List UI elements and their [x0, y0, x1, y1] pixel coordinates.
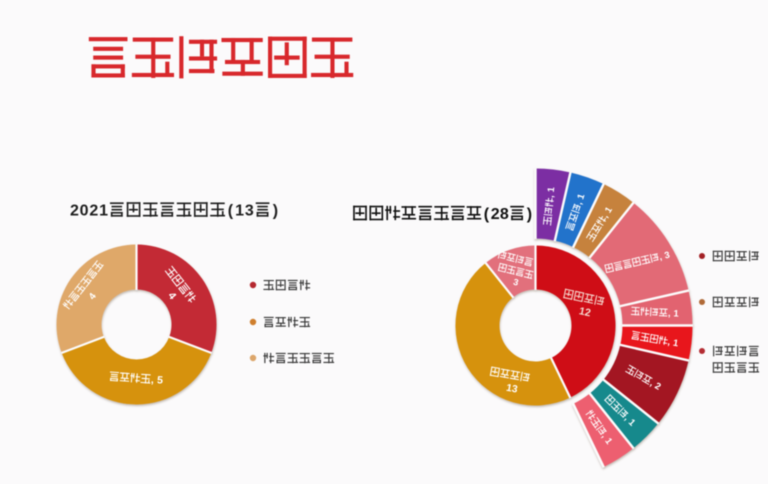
svg-text:,: ,	[600, 432, 610, 440]
svg-text:1: 1	[578, 305, 586, 318]
svg-text:): )	[273, 202, 278, 219]
svg-text:): )	[527, 206, 532, 223]
svg-text:1: 1	[575, 192, 586, 200]
svg-text:,: ,	[667, 337, 671, 347]
svg-text:,: ,	[574, 200, 584, 206]
svg-text:8: 8	[500, 206, 509, 223]
svg-text:1: 1	[505, 383, 513, 395]
svg-text:2: 2	[89, 202, 98, 219]
svg-text:,: ,	[151, 374, 155, 386]
svg-text:2: 2	[70, 202, 79, 219]
svg-text:3: 3	[511, 384, 519, 396]
svg-text:1: 1	[672, 338, 679, 349]
svg-text:5: 5	[157, 374, 164, 386]
svg-text:4: 4	[87, 291, 99, 303]
svg-text:,: ,	[658, 251, 663, 261]
svg-text:,: ,	[545, 195, 555, 199]
svg-text:2: 2	[491, 206, 500, 223]
svg-text:3: 3	[245, 202, 254, 219]
svg-text:,: ,	[648, 378, 655, 388]
svg-text:1: 1	[627, 417, 638, 428]
svg-text:3: 3	[663, 250, 670, 261]
svg-text:(: (	[484, 206, 490, 223]
svg-text:,: ,	[600, 212, 610, 219]
svg-text:2: 2	[653, 381, 662, 392]
svg-text:2: 2	[584, 306, 592, 319]
svg-text:0: 0	[80, 202, 89, 219]
svg-text:1: 1	[99, 202, 108, 219]
svg-text:1: 1	[603, 436, 614, 446]
svg-text:,: ,	[623, 413, 632, 422]
svg-text:1: 1	[673, 308, 679, 318]
svg-text:1: 1	[235, 202, 244, 219]
svg-text:1: 1	[546, 187, 556, 193]
svg-text:3: 3	[512, 277, 519, 288]
svg-text:(: (	[228, 202, 234, 219]
svg-text:1: 1	[603, 205, 614, 215]
svg-text:,: ,	[668, 308, 671, 318]
